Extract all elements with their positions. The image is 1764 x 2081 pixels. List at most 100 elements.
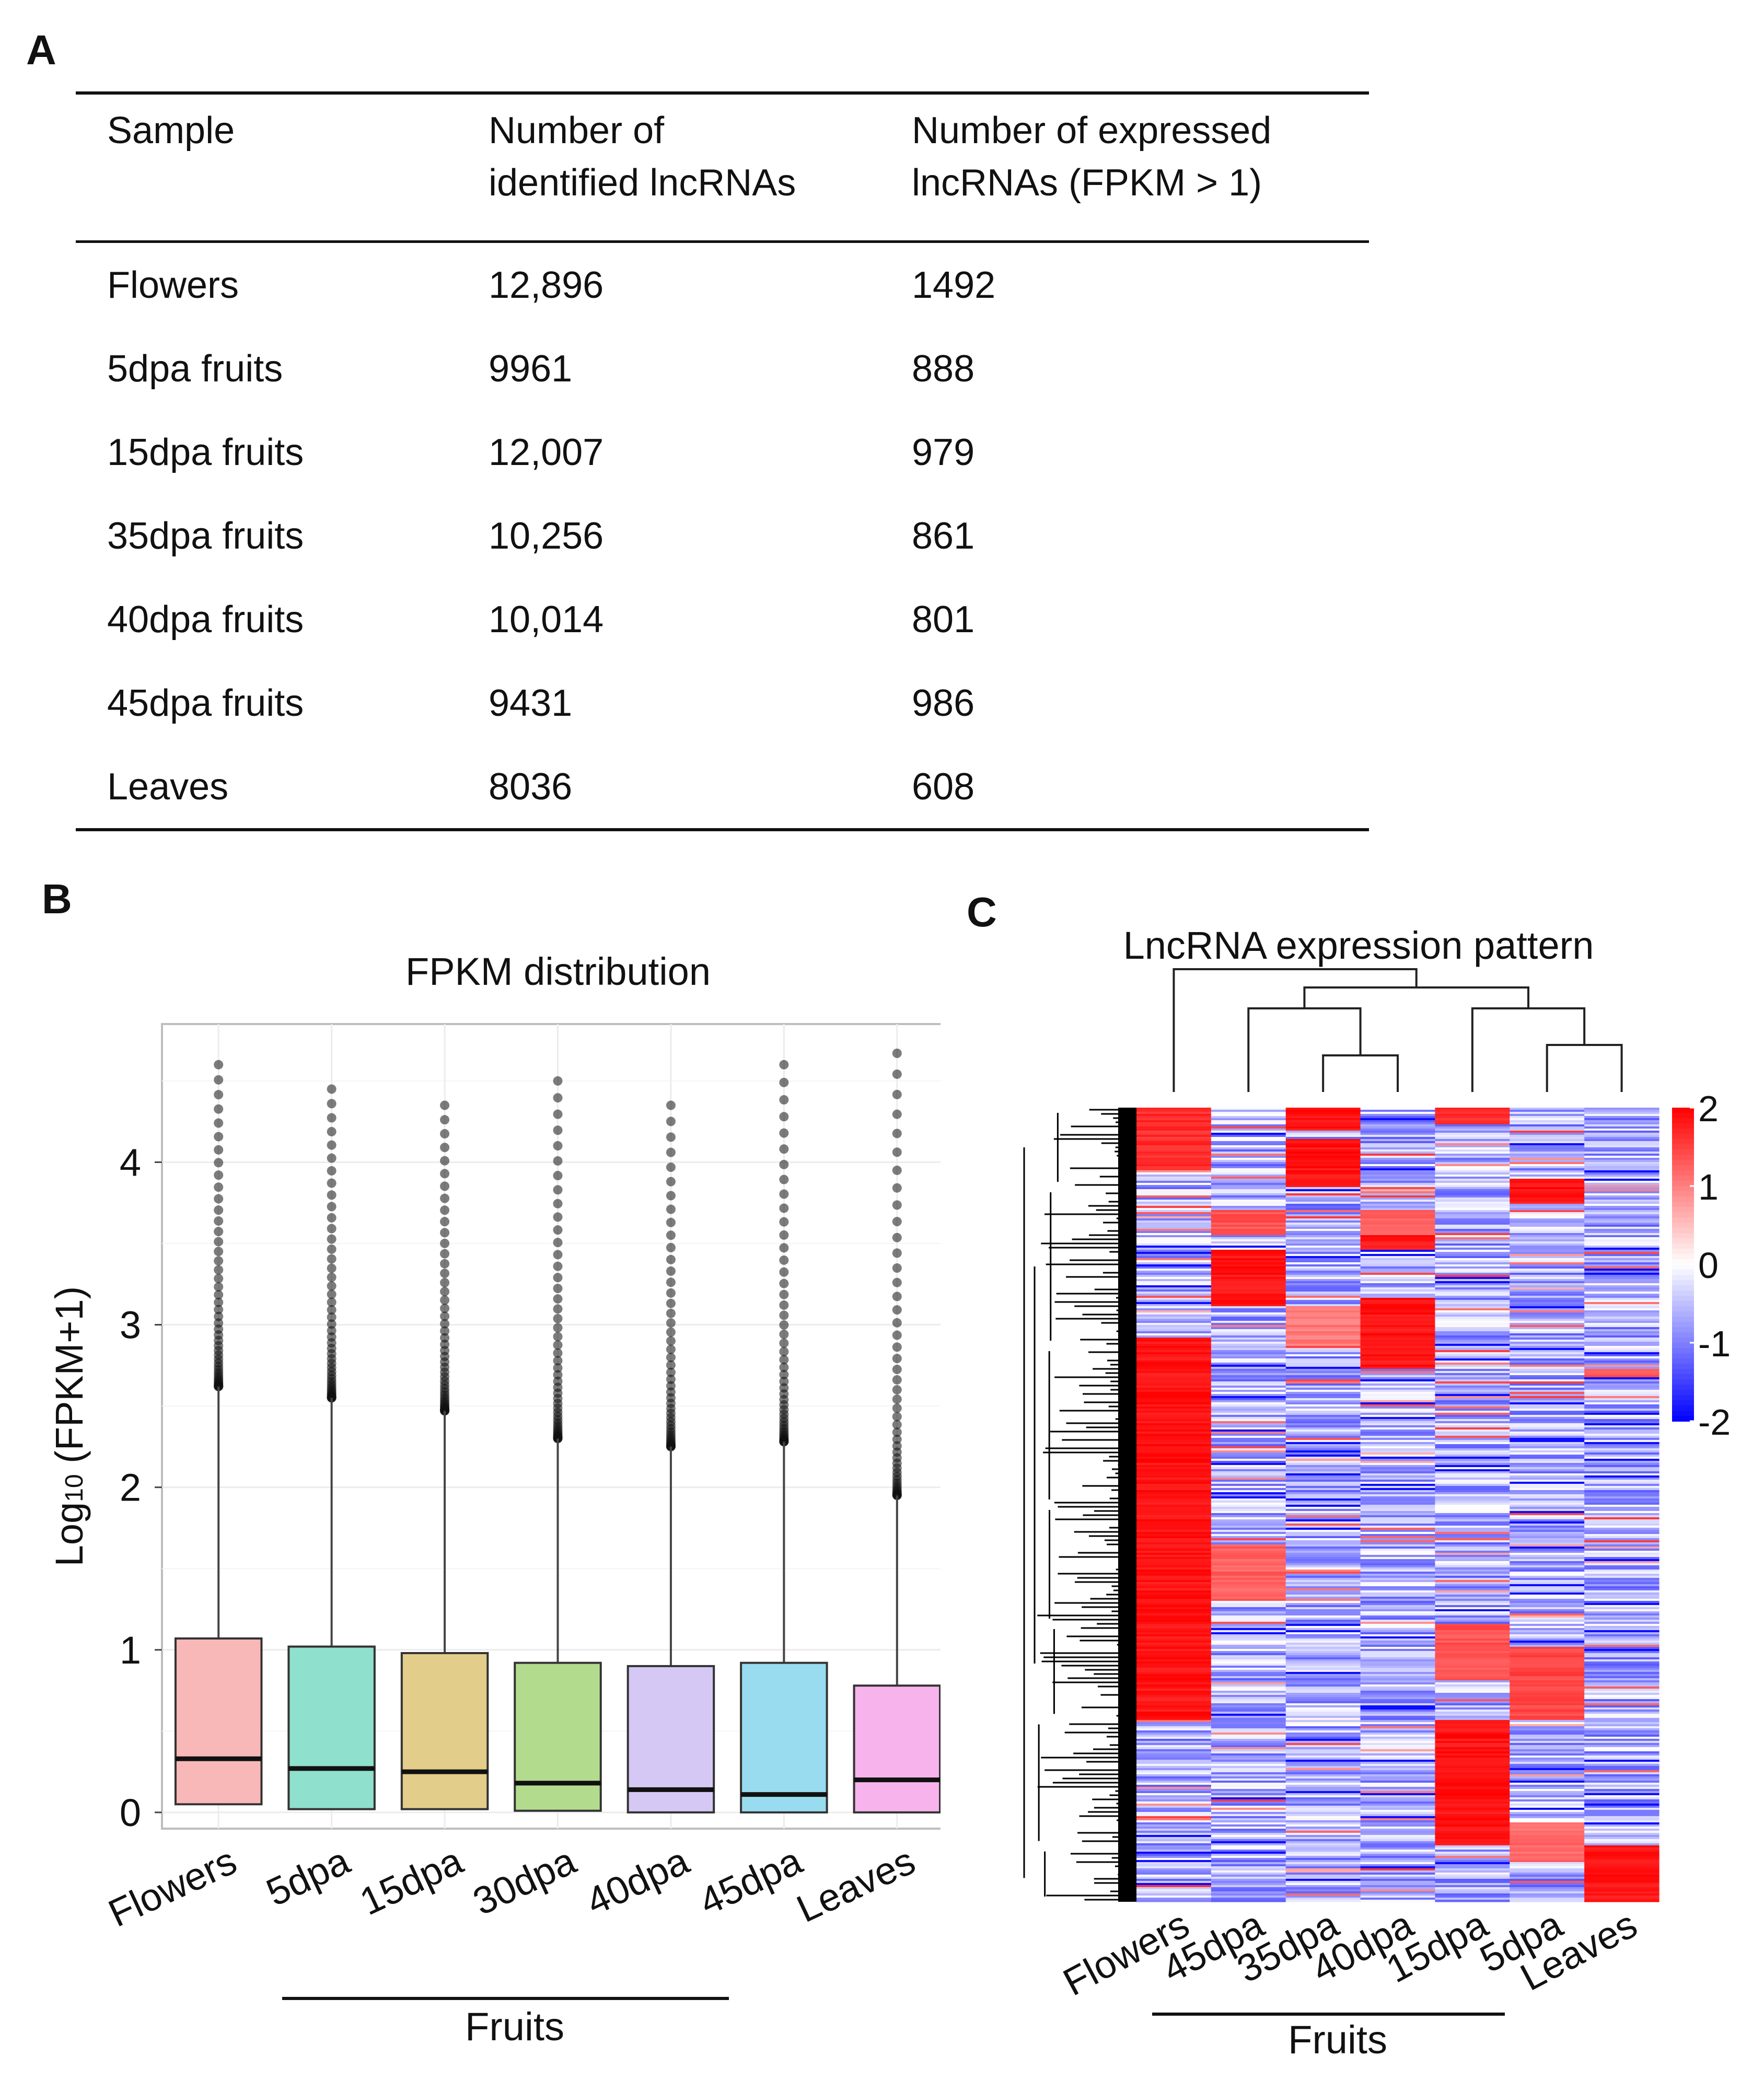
heatmap-cell <box>1584 1452 1659 1455</box>
heatmap-cell <box>1211 1321 1286 1323</box>
color-scale-step <box>1672 1118 1694 1124</box>
outlier-point <box>214 1256 224 1266</box>
box-body <box>740 1661 828 1813</box>
outlier-point <box>440 1311 450 1321</box>
heatmap-cell <box>1510 1605 1585 1608</box>
outlier-point <box>892 1069 902 1079</box>
heatmap-cell <box>1211 1733 1286 1735</box>
heatmap-cell <box>1136 1747 1212 1750</box>
heatmap-cell <box>1136 1687 1212 1689</box>
heatmap-cell <box>1360 1707 1436 1710</box>
heatmap-cell <box>1360 1511 1436 1514</box>
heatmap-cell <box>1136 1624 1212 1626</box>
heatmap-cell <box>1584 1643 1659 1645</box>
heatmap-cell <box>1211 1235 1286 1238</box>
heatmap-cell <box>1211 1444 1286 1447</box>
heatmap-cell <box>1211 1220 1286 1223</box>
heatmap-cell <box>1360 1475 1436 1478</box>
outlier-point <box>779 1347 789 1357</box>
heatmap-cell <box>1211 1152 1286 1154</box>
heatmap-cell <box>1136 1672 1212 1675</box>
heatmap-cell <box>1136 1438 1212 1440</box>
heatmap-cell <box>1510 1306 1585 1309</box>
heatmap-cell <box>1136 1315 1212 1317</box>
heatmap-cell <box>1584 1618 1659 1620</box>
heatmap-cell <box>1584 1358 1659 1361</box>
heatmap-cell <box>1211 1162 1286 1165</box>
heatmap-cell <box>1360 1887 1436 1890</box>
heatmap-cell <box>1584 1149 1659 1152</box>
heatmap-cell <box>1584 1570 1659 1572</box>
heatmap-cell <box>1285 1452 1361 1455</box>
heatmap-cell <box>1360 1722 1436 1725</box>
color-scale-step <box>1672 1306 1694 1312</box>
heatmap-cell <box>1285 1626 1361 1629</box>
outlier-point <box>666 1204 676 1214</box>
heatmap-cell <box>1285 1532 1361 1534</box>
heatmap-cell <box>1510 1519 1585 1522</box>
outlier-point <box>327 1099 336 1109</box>
heatmap-cell <box>1136 1674 1212 1677</box>
heatmap-cell <box>1360 1873 1436 1875</box>
outlier-point <box>779 1189 789 1199</box>
heatmap-cell <box>1136 1417 1212 1420</box>
heatmap-cell <box>1136 1841 1212 1844</box>
heatmap-cell <box>1510 1235 1585 1238</box>
heatmap-cell <box>1510 1494 1585 1497</box>
heatmap-cell <box>1285 1350 1361 1353</box>
heatmap-cell <box>1136 1413 1212 1415</box>
heatmap-cell <box>1136 1340 1212 1342</box>
color-scale-step <box>1672 1254 1694 1260</box>
heatmap-cell <box>1136 1461 1212 1463</box>
heatmap-cell <box>1510 1250 1585 1252</box>
heatmap-cell <box>1136 1141 1212 1144</box>
heatmap-cell <box>1584 1893 1659 1896</box>
heatmap-cell <box>1211 1712 1286 1714</box>
heatmap-cell <box>1211 1789 1286 1792</box>
outlier-point <box>553 1125 563 1135</box>
heatmap-cell <box>1285 1367 1361 1369</box>
heatmap-cell <box>1211 1649 1286 1652</box>
heatmap-cell <box>1136 1323 1212 1326</box>
color-scale-label: -1 <box>1698 1323 1731 1364</box>
heatmap-cell <box>1136 1398 1212 1401</box>
heatmap-cell <box>1211 1670 1286 1672</box>
heatmap-cell <box>1584 1212 1659 1215</box>
box-45dpa <box>740 1060 828 1813</box>
heatmap-cell <box>1435 1753 1510 1756</box>
heatmap-cell <box>1510 1528 1585 1530</box>
heatmap-cell <box>1360 1580 1436 1583</box>
heatmap-cell <box>1435 1352 1510 1355</box>
heatmap-cell <box>1360 1576 1436 1578</box>
heatmap-cell <box>1285 1720 1361 1723</box>
outlier-point <box>892 1385 902 1394</box>
heatmap-cell <box>1584 1208 1659 1211</box>
dendrogram-branch <box>1546 1044 1623 1092</box>
heatmap-cell <box>1136 1574 1212 1576</box>
heatmap-cell <box>1510 1607 1585 1610</box>
heatmap-cell <box>1435 1553 1510 1555</box>
heatmap-cell <box>1435 1743 1510 1746</box>
heatmap-cell <box>1285 1582 1361 1585</box>
heatmap-cell <box>1360 1394 1436 1397</box>
heatmap-cell <box>1584 1298 1659 1300</box>
heatmap-cell <box>1510 1287 1585 1290</box>
heatmap-cell <box>1136 1308 1212 1311</box>
heatmap-cell <box>1510 1423 1585 1426</box>
heatmap-cell <box>1211 1287 1286 1290</box>
heatmap-cell <box>1285 1246 1361 1248</box>
heatmap-cell <box>1584 1730 1659 1733</box>
heatmap-cell <box>1435 1137 1510 1140</box>
heatmap-cell <box>1584 1764 1659 1766</box>
heatmap-cell <box>1285 1747 1361 1750</box>
heatmap-cell <box>1136 1561 1212 1564</box>
heatmap-cell <box>1285 1323 1361 1326</box>
outlier-point <box>666 1353 676 1363</box>
color-scale-step <box>1672 1322 1694 1328</box>
heatmap-cell <box>1360 1108 1436 1110</box>
heatmap-cell <box>1584 1398 1659 1401</box>
heatmap-cell <box>1285 1285 1361 1288</box>
heatmap-cell <box>1435 1319 1510 1321</box>
heatmap-cell <box>1211 1446 1286 1449</box>
heatmap-cell <box>1510 1536 1585 1539</box>
